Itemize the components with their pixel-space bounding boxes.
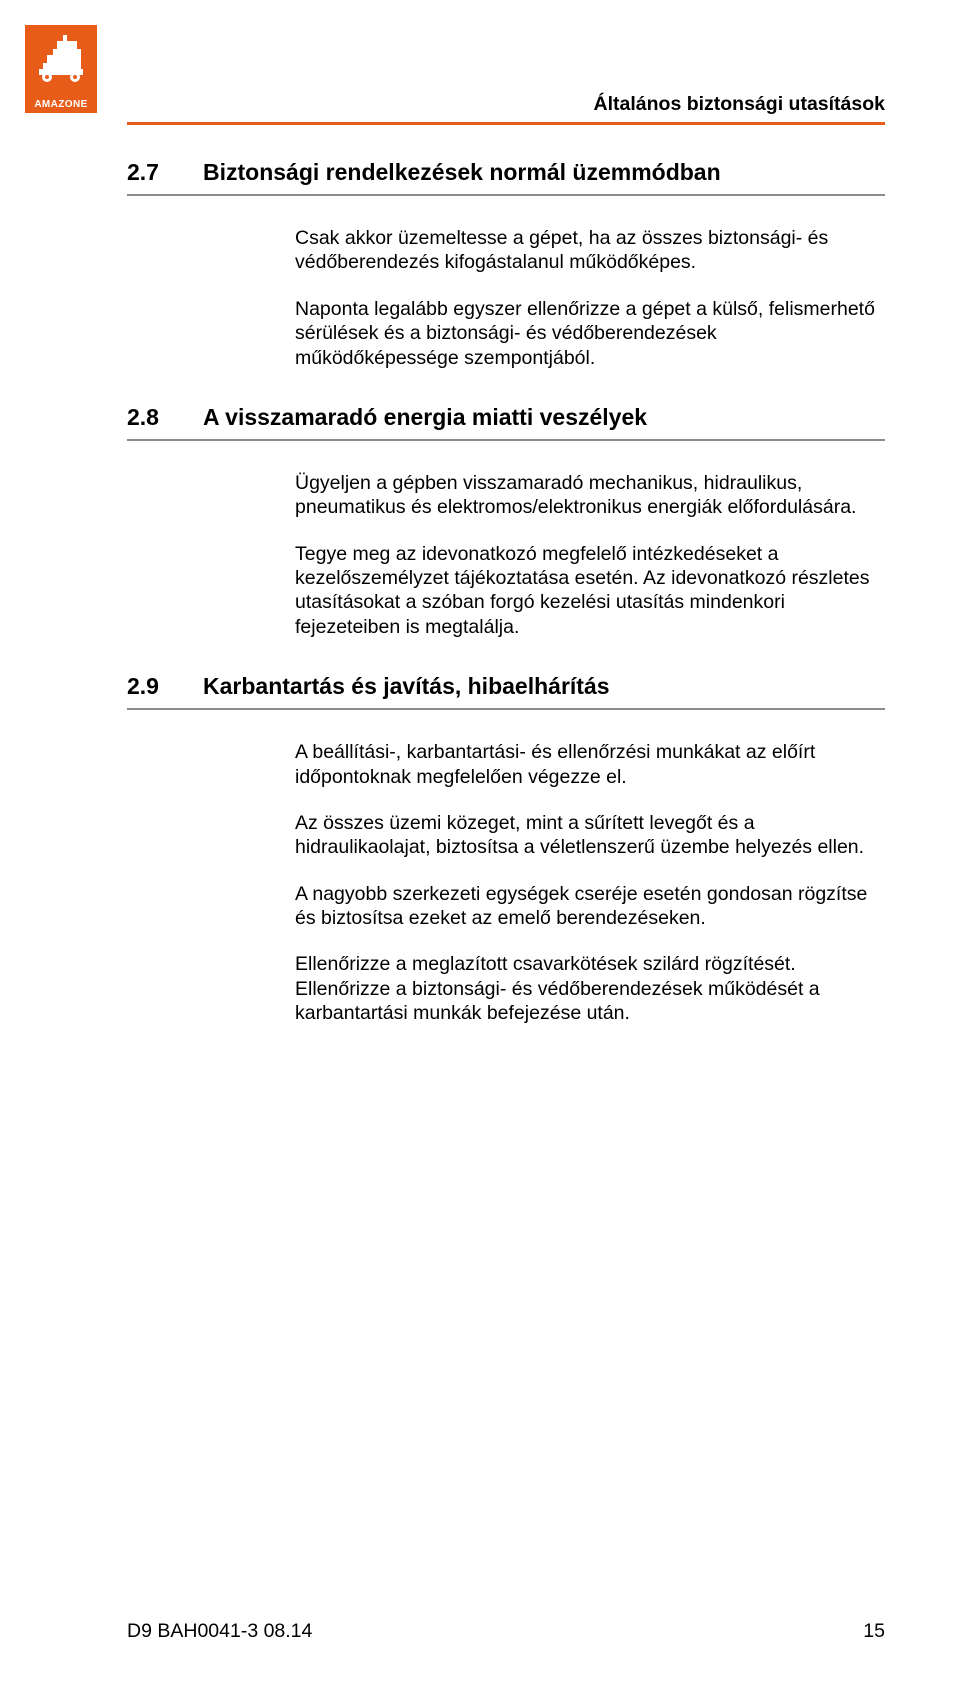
section-heading: 2.8 A visszamaradó energia miatti veszél…: [127, 404, 885, 437]
doc-code: D9 BAH0041-3 08.14: [127, 1620, 312, 1643]
paragraph: Tegye meg az idevonatkozó megfelelő inté…: [295, 542, 885, 640]
brand-logo: AMAZONE: [25, 25, 97, 113]
section-number: 2.7: [127, 159, 203, 186]
paragraph: Ellenőrizze a meglazított csavarkötések …: [295, 952, 885, 1025]
paragraph: Az összes üzemi közeget, mint a sűrített…: [295, 811, 885, 860]
section-2-8: 2.8 A visszamaradó energia miatti veszél…: [127, 404, 885, 639]
section-2-9: 2.9 Karbantartás és javítás, hibaelhárít…: [127, 673, 885, 1025]
section-heading: 2.7 Biztonsági rendelkezések normál üzem…: [127, 159, 885, 192]
paragraph: A nagyobb szerkezeti egységek cseréje es…: [295, 882, 885, 931]
brand-logo-glyph: [33, 29, 89, 85]
section-rule: [127, 194, 885, 196]
section-title: Karbantartás és javítás, hibaelhárítás: [203, 673, 610, 700]
section-heading: 2.9 Karbantartás és javítás, hibaelhárít…: [127, 673, 885, 706]
paragraph: Csak akkor üzemeltesse a gépet, ha az ös…: [295, 226, 885, 275]
section-rule: [127, 439, 885, 441]
page-number: 15: [863, 1620, 885, 1643]
page: AMAZONE Általános biztonsági utasítások …: [0, 0, 960, 1683]
section-title: A visszamaradó energia miatti veszélyek: [203, 404, 647, 431]
paragraph: A beállítási-, karbantartási- és ellenőr…: [295, 740, 885, 789]
page-footer: D9 BAH0041-3 08.14 15: [127, 1620, 885, 1643]
section-body: Ügyeljen a gépben visszamaradó mechaniku…: [295, 471, 885, 639]
running-header-title: Általános biztonsági utasítások: [594, 93, 885, 116]
section-body: Csak akkor üzemeltesse a gépet, ha az ös…: [295, 226, 885, 370]
brand-logo-text: AMAZONE: [34, 99, 87, 110]
section-number: 2.8: [127, 404, 203, 431]
header: Általános biztonsági utasítások: [127, 30, 885, 116]
section-body: A beállítási-, karbantartási- és ellenőr…: [295, 740, 885, 1025]
header-rule: [127, 122, 885, 125]
section-number: 2.9: [127, 673, 203, 700]
paragraph: Naponta legalább egyszer ellenőrizze a g…: [295, 297, 885, 370]
section-rule: [127, 708, 885, 710]
section-title: Biztonsági rendelkezések normál üzemmódb…: [203, 159, 721, 186]
section-2-7: 2.7 Biztonsági rendelkezések normál üzem…: [127, 159, 885, 370]
paragraph: Ügyeljen a gépben visszamaradó mechaniku…: [295, 471, 885, 520]
